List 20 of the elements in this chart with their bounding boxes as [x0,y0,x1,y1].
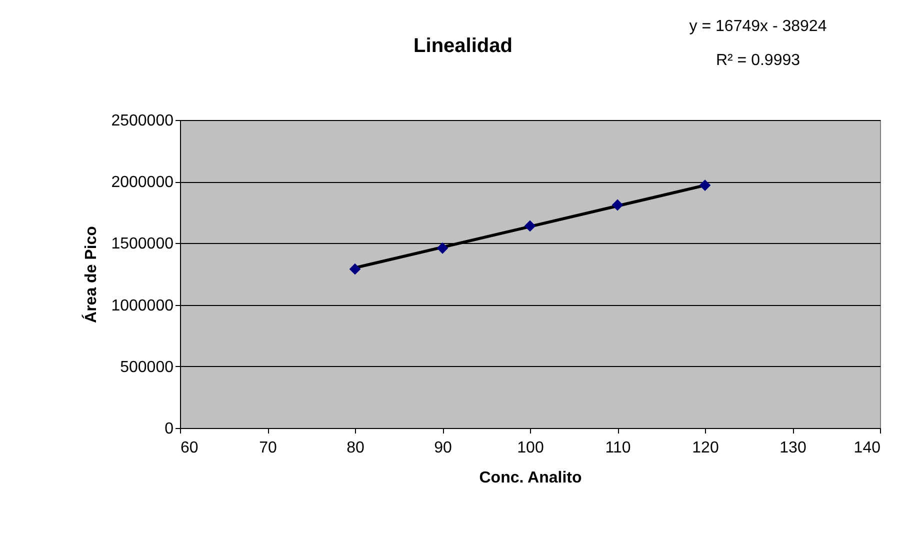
y-tick-label: 1000000 [111,297,174,314]
x-tick-label: 90 [434,440,452,456]
x-tick-label: 110 [605,440,631,456]
x-tick-label: 130 [780,440,806,456]
x-tick-label: 120 [692,440,719,456]
x-tick-label: 80 [346,440,364,456]
y-tick-label: 500000 [120,358,174,376]
y-tick-label: 2000000 [111,174,174,192]
y-tick-label: 0 [164,420,174,438]
x-axis-title: Conc. Analito [479,470,582,486]
text: y = 16749x - 38924 [689,18,827,35]
text: R² = 0.9993 [716,52,800,69]
x-tick-label: 60 [180,440,198,456]
y-tick-label: 1500000 [111,236,174,253]
y-axis-title: Área de Pico [81,226,100,323]
y-tick-label: 2500000 [111,112,174,130]
x-tick-label: 140 [854,440,881,456]
x-tick-label: 70 [259,440,277,456]
x-tick-label: 100 [517,440,544,456]
chart-title: Linealidad [414,35,512,57]
